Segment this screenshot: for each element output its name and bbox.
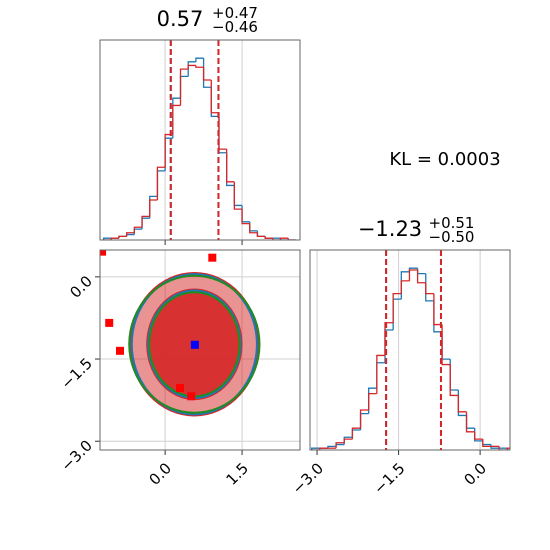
histogram-step bbox=[187, 64, 196, 70]
histogram-step bbox=[187, 61, 196, 77]
histogram-step bbox=[343, 438, 353, 443]
scatter-point bbox=[187, 392, 196, 401]
histogram-step bbox=[441, 324, 451, 366]
histogram-step bbox=[264, 236, 273, 239]
histogram-step bbox=[449, 364, 459, 397]
histogram-step bbox=[272, 238, 281, 240]
histogram-step bbox=[287, 238, 296, 240]
histogram-step bbox=[506, 447, 510, 450]
histogram-step bbox=[172, 104, 181, 135]
histogram-step bbox=[118, 235, 127, 239]
title-sup: +0.51 bbox=[429, 214, 475, 232]
scatter-point bbox=[100, 250, 107, 256]
panel bbox=[100, 250, 300, 450]
panel-title: −1.23 bbox=[358, 217, 422, 241]
histogram-step bbox=[416, 270, 426, 284]
panel-frame bbox=[99, 39, 301, 241]
histogram-step bbox=[359, 409, 369, 429]
scatter-point bbox=[176, 384, 184, 393]
histogram-step bbox=[241, 209, 250, 225]
histogram-step bbox=[156, 166, 166, 200]
panel bbox=[102, 40, 296, 240]
histogram-step bbox=[110, 237, 119, 240]
histogram-step bbox=[465, 411, 475, 433]
histogram-step bbox=[149, 199, 158, 217]
title-value: 0.57 bbox=[157, 7, 204, 31]
scatter-point bbox=[116, 346, 124, 355]
histogram-step bbox=[249, 223, 258, 234]
histogram-step bbox=[376, 354, 385, 394]
panel-frame bbox=[309, 249, 511, 451]
contour bbox=[130, 273, 258, 416]
scatter-point bbox=[190, 340, 199, 349]
histogram-step bbox=[233, 181, 243, 210]
panel bbox=[310, 250, 510, 450]
histogram-step bbox=[400, 280, 410, 294]
histogram-step bbox=[256, 232, 266, 238]
histogram-step bbox=[335, 442, 345, 449]
scatter-point bbox=[208, 253, 217, 262]
kl-annotation: KL = 0.0003 bbox=[389, 149, 500, 170]
title-sub: −0.50 bbox=[429, 228, 475, 246]
histogram-step bbox=[482, 439, 491, 448]
histogram-step bbox=[368, 392, 377, 410]
histogram-step bbox=[226, 149, 235, 183]
histogram-step bbox=[498, 446, 508, 450]
title-sup: +0.47 bbox=[212, 4, 258, 22]
histogram-step bbox=[457, 395, 467, 413]
histogram-step bbox=[279, 237, 289, 240]
histogram-step bbox=[392, 292, 402, 323]
histogram-step bbox=[179, 68, 189, 106]
histogram-step bbox=[141, 215, 150, 228]
panel-frame bbox=[99, 249, 301, 451]
histogram-step bbox=[474, 431, 483, 440]
histogram-step bbox=[133, 226, 143, 233]
title-sub: −0.46 bbox=[212, 18, 258, 36]
histogram-step bbox=[408, 269, 418, 281]
histogram-step bbox=[433, 293, 443, 326]
panel-title: 0.57 bbox=[157, 7, 204, 31]
histogram-step bbox=[425, 273, 434, 302]
histogram-step bbox=[195, 65, 204, 68]
histogram-step bbox=[195, 57, 204, 62]
histogram-step bbox=[384, 322, 394, 356]
histogram-step bbox=[310, 447, 320, 450]
histogram-step bbox=[126, 232, 135, 237]
histogram-step bbox=[202, 67, 212, 81]
histogram-step bbox=[319, 447, 328, 450]
title-value: −1.23 bbox=[358, 217, 422, 241]
histogram-step bbox=[425, 282, 434, 295]
histogram-step bbox=[210, 80, 219, 114]
histogram-step bbox=[351, 427, 361, 440]
contour bbox=[128, 274, 261, 414]
scatter-point bbox=[105, 318, 114, 327]
